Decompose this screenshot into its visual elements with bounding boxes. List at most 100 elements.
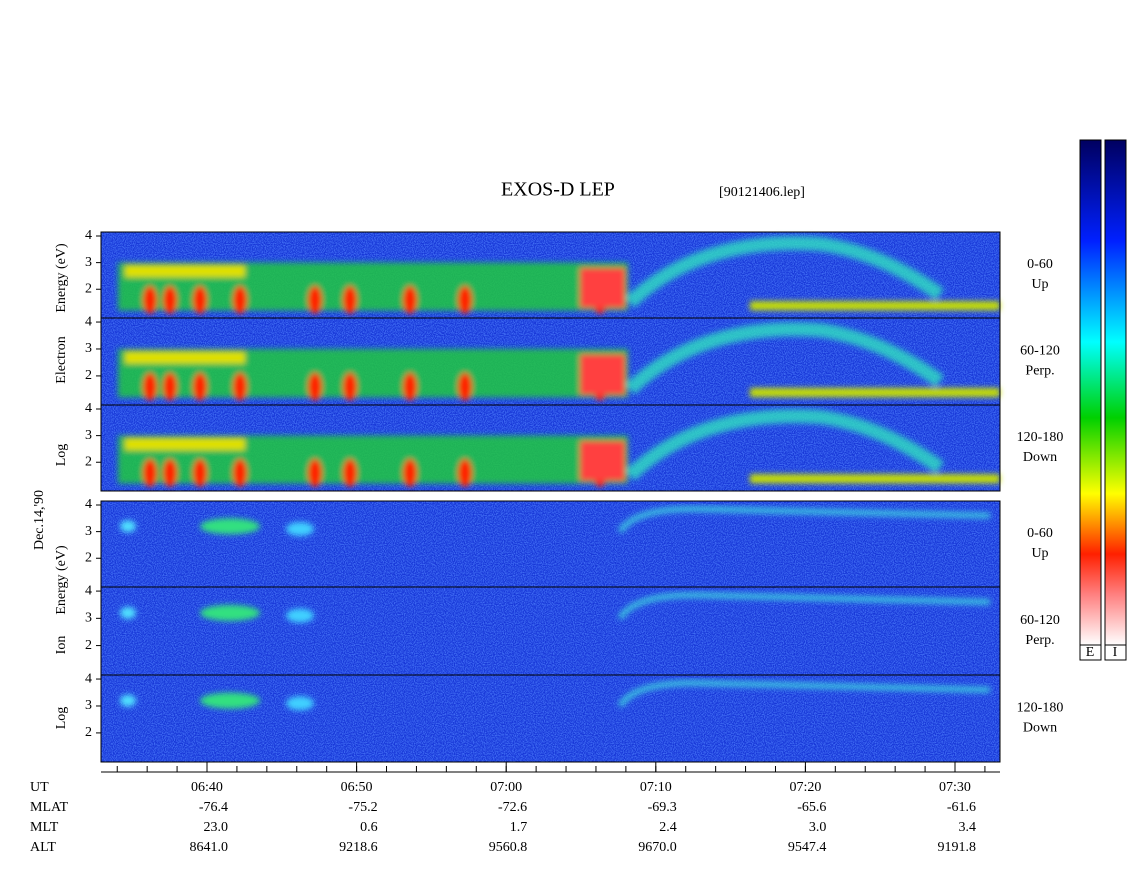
y-axis-label: Energy (eV)	[54, 243, 69, 313]
flux-patch	[200, 518, 260, 535]
y-tick-label: 3	[85, 524, 92, 539]
flux-patch	[120, 694, 136, 707]
flux-patch	[286, 521, 314, 536]
ephemeris-value: -75.2	[348, 800, 377, 815]
flux-features	[120, 680, 991, 711]
x-tick-label: 07:10	[640, 780, 672, 795]
panel-direction: Perp.	[1025, 633, 1054, 648]
flux-patch	[120, 520, 136, 533]
flux-features	[120, 505, 991, 536]
x-tick-label: 07:30	[939, 780, 971, 795]
ephemeris-value: -72.6	[498, 800, 527, 815]
panel-angle: 0-60	[1027, 257, 1053, 272]
colorbar-label: E	[1086, 645, 1095, 660]
y-tick-label: 4	[85, 228, 92, 243]
flux-spike	[403, 372, 417, 401]
ephemeris-label: ALT	[30, 840, 56, 855]
spectrogram-panel	[100, 317, 1001, 406]
flux-features	[118, 409, 1000, 487]
ephemeris-value: 3.4	[959, 820, 977, 835]
colorbar-label-box	[1079, 644, 1102, 661]
y-tick-label: 4	[85, 671, 92, 686]
y-tick-label: 2	[85, 638, 92, 653]
flux-patch	[200, 604, 260, 621]
flux-arc	[617, 505, 991, 534]
ephemeris-value: -76.4	[199, 800, 228, 815]
panel-angle: 0-60	[1027, 526, 1053, 541]
flux-patch	[200, 692, 260, 709]
flux-arc	[625, 236, 945, 308]
flux-arc	[625, 322, 945, 395]
y-axis-label: Ion	[54, 636, 69, 655]
chart-subtitle: [90121406.lep]	[719, 185, 805, 200]
colorbar-label-box	[1104, 644, 1127, 661]
flux-features	[120, 592, 991, 623]
y-tick-label: 3	[85, 341, 92, 356]
flux-spike	[343, 285, 357, 314]
flux-band	[750, 474, 1000, 484]
panel-direction: Up	[1031, 546, 1048, 561]
ephemeris-label: MLT	[30, 820, 59, 835]
flux-spike	[458, 458, 472, 487]
x-tick-label: 07:20	[789, 780, 821, 795]
panel-direction: Up	[1031, 277, 1048, 292]
flux-spike	[308, 285, 322, 314]
ephemeris-label: MLAT	[30, 800, 69, 815]
y-tick-label: 4	[85, 314, 92, 329]
y-axis-label: Energy (eV)	[54, 545, 69, 615]
ephemeris-value: -61.6	[947, 800, 976, 815]
flux-features	[118, 236, 1000, 314]
flux-spike	[193, 458, 207, 487]
spectrogram-panel	[100, 231, 1001, 319]
spectrogram-panel	[100, 674, 1001, 763]
y-tick-label: 4	[85, 583, 92, 598]
flux-spike	[233, 458, 247, 487]
ephemeris-value: 0.6	[360, 820, 378, 835]
panel-frame	[100, 674, 1001, 763]
ephemeris-label: UT	[30, 780, 49, 795]
y-tick-label: 2	[85, 454, 92, 469]
flux-spike	[143, 285, 157, 314]
ephemeris-value: 2.4	[659, 820, 677, 835]
spectrogram-panel	[100, 500, 1001, 588]
x-tick-label: 06:40	[191, 780, 223, 795]
flux-spike	[143, 372, 157, 401]
flux-spike	[163, 372, 177, 401]
flux-spike	[163, 458, 177, 487]
flux-patch	[286, 608, 314, 623]
ephemeris-value: 1.7	[510, 820, 528, 835]
flux-band	[125, 265, 245, 278]
flux-band	[125, 351, 245, 364]
y-tick-label: 2	[85, 725, 92, 740]
flux-features	[118, 322, 1000, 401]
colorbars: E I	[1079, 139, 1127, 661]
flux-band	[125, 438, 245, 451]
panel-angle: 120-180	[1017, 430, 1064, 445]
y-axis-label: Electron	[54, 336, 69, 383]
y-tick-label: 3	[85, 698, 92, 713]
flux-arc	[617, 592, 991, 621]
y-tick-label: 2	[85, 550, 92, 565]
y-tick-label: 4	[85, 497, 92, 512]
flux-spike	[403, 458, 417, 487]
flux-spike	[233, 285, 247, 314]
y-axis-label: Log	[54, 707, 69, 730]
flux-spike	[343, 372, 357, 401]
ephemeris-value: 8641.0	[190, 840, 229, 855]
y-tick-label: 2	[85, 281, 92, 296]
colorbar	[1079, 139, 1102, 646]
flux-spike	[458, 372, 472, 401]
ephemeris-value: 9560.8	[489, 840, 528, 855]
ephemeris-value: -65.6	[797, 800, 826, 815]
flux-spike	[233, 372, 247, 401]
y-axis-label: Log	[54, 444, 69, 467]
panel-angle: 60-120	[1020, 613, 1060, 628]
y-tick-label: 4	[85, 401, 92, 416]
flux-spike	[403, 285, 417, 314]
flux-spike	[193, 372, 207, 401]
y-tick-label: 3	[85, 255, 92, 270]
flux-patch	[580, 267, 625, 308]
flux-patch	[286, 696, 314, 711]
flux-spike	[343, 458, 357, 487]
panel-angle: 60-120	[1020, 344, 1060, 359]
